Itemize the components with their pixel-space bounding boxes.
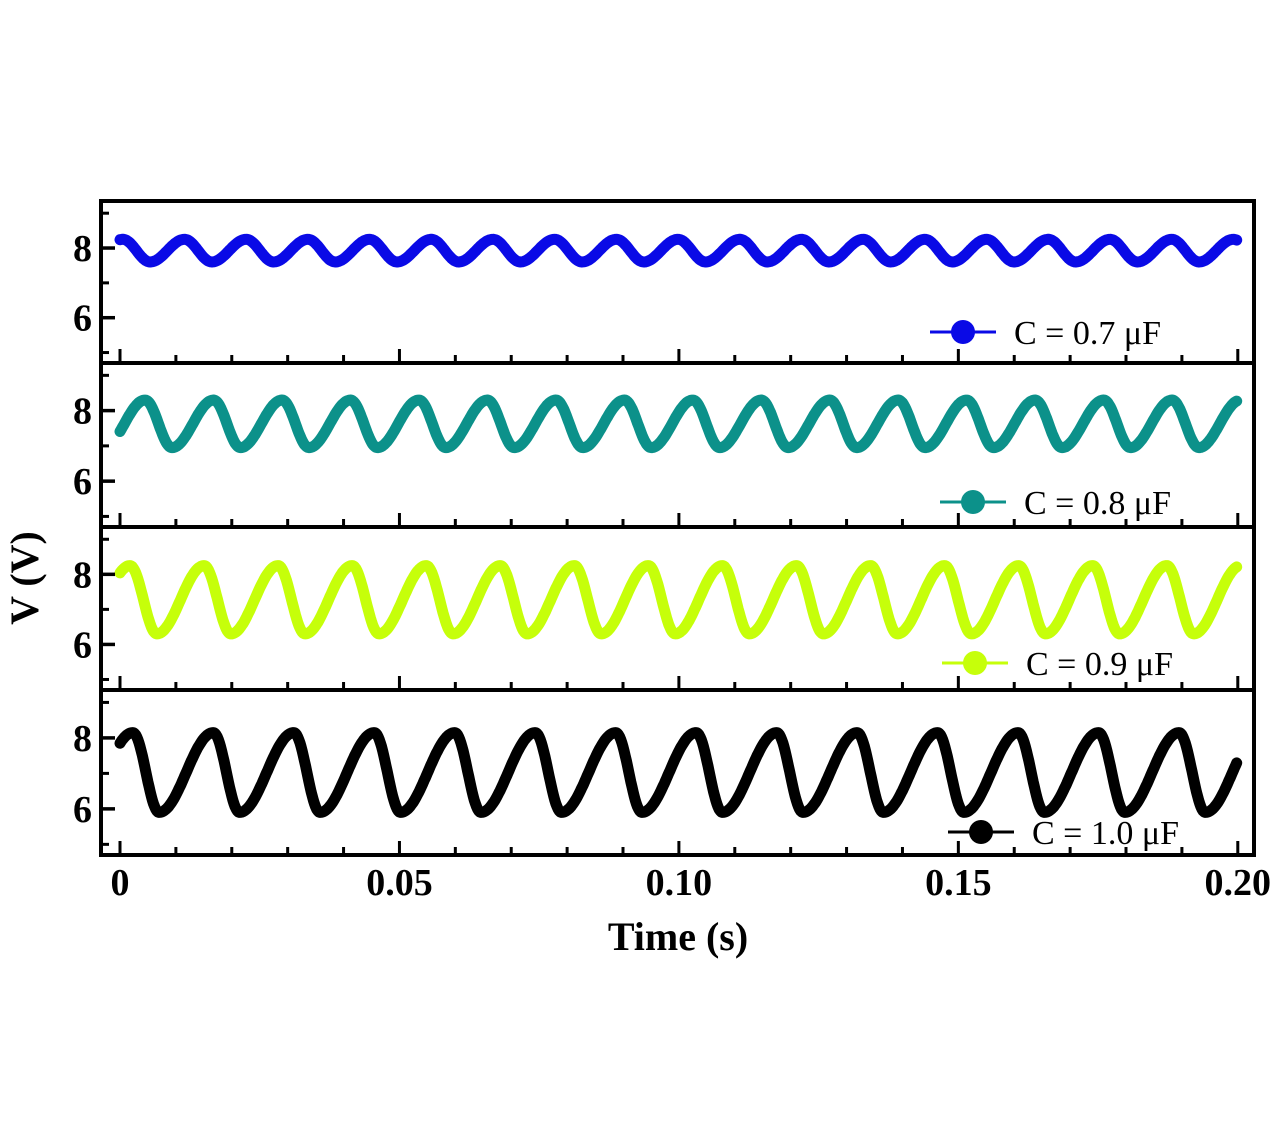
series-line — [114, 560, 1243, 640]
panel-3: C = 0.9 μF 8 6 — [73, 525, 1256, 692]
legend-label: C = 0.8 μF — [1024, 485, 1171, 522]
x-axis-title: Time (s) — [608, 914, 748, 959]
legend-item: C = 0.9 μF — [942, 646, 1173, 683]
legend-label: C = 0.9 μF — [1026, 646, 1173, 683]
series-line — [114, 727, 1243, 818]
y-tick-label: 6 — [73, 298, 92, 340]
y-tick-label: 8 — [73, 228, 92, 270]
x-tick-label: 0.05 — [366, 862, 433, 904]
x-tick-label: 0.20 — [1205, 862, 1272, 904]
legend-item: C = 1.0 μF — [948, 815, 1179, 852]
y-tick-label: 6 — [73, 789, 92, 831]
legend-item: C = 0.8 μF — [940, 485, 1171, 522]
x-tick-label: 0.10 — [646, 862, 713, 904]
panel-4: C = 1.0 μF 8 6 — [73, 688, 1256, 857]
legend-marker — [961, 490, 985, 514]
series-line — [114, 233, 1243, 268]
y-tick-label: 6 — [73, 624, 92, 666]
legend-item: C = 0.7 μF — [930, 315, 1161, 352]
legend-marker — [951, 320, 975, 344]
x-tick-label: 0 — [111, 862, 130, 904]
legend-marker — [963, 651, 987, 675]
y-tick-label: 6 — [73, 461, 92, 503]
panel-2: C = 0.8 μF 8 6 — [73, 361, 1256, 529]
legend-marker — [969, 820, 993, 844]
y-tick-label: 8 — [73, 391, 92, 433]
y-tick-label: 8 — [73, 554, 92, 596]
series-line — [114, 394, 1243, 454]
x-tick-label: 0.15 — [925, 862, 992, 904]
legend-label: C = 1.0 μF — [1032, 815, 1179, 852]
y-tick-label: 8 — [73, 718, 92, 760]
legend-label: C = 0.7 μF — [1014, 315, 1161, 352]
panel-1: C = 0.7 μF 8 6 — [73, 199, 1256, 365]
y-axis-title: V (V) — [2, 531, 47, 625]
